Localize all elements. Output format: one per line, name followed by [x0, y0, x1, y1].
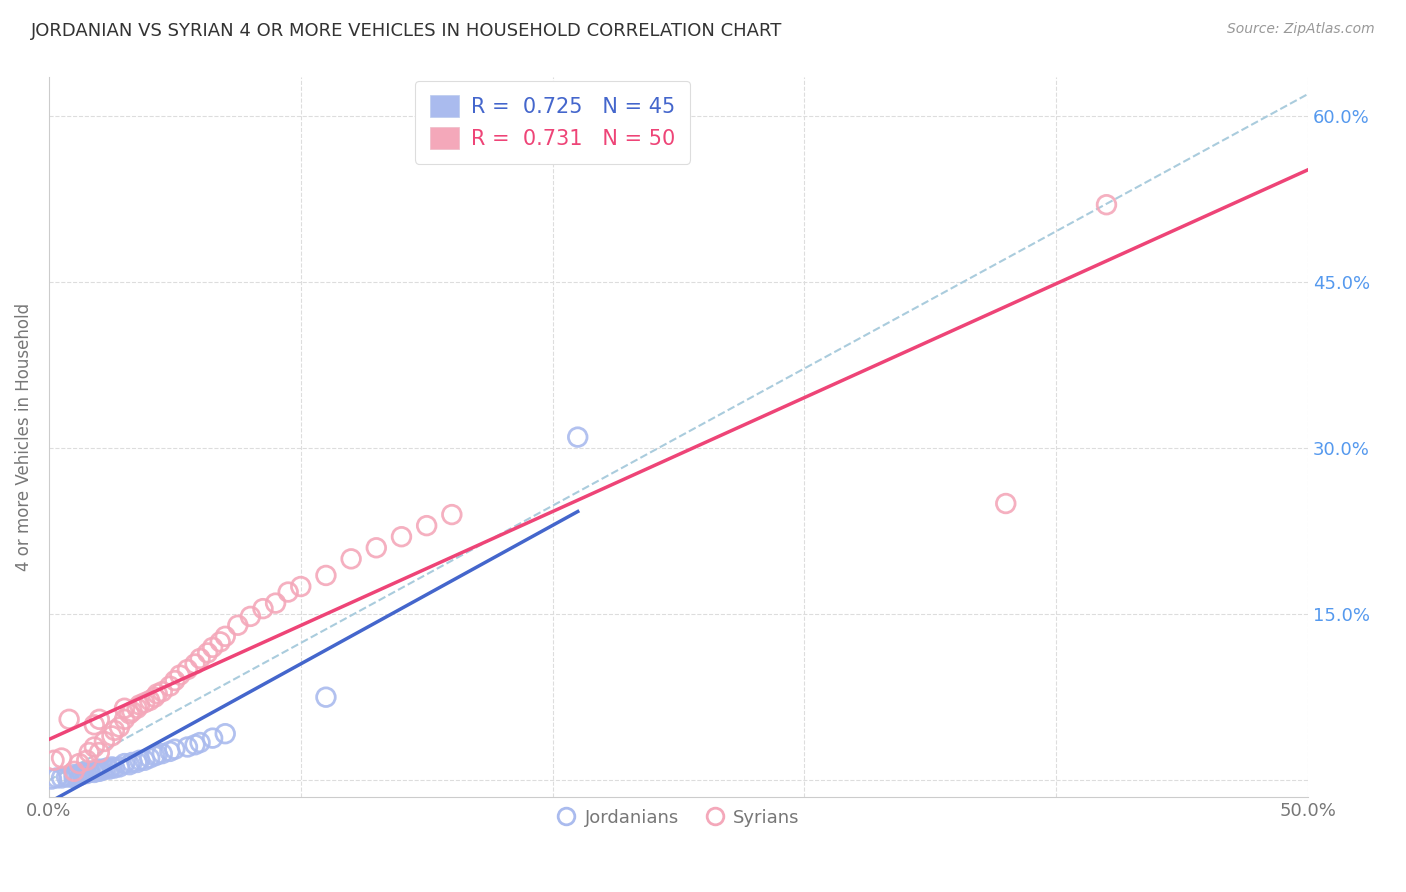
Point [201, 731, 224, 745]
Text: Source: ZipAtlas.com: Source: ZipAtlas.com [1227, 22, 1375, 37]
Point [89, 764, 111, 779]
Point [121, 705, 143, 719]
Legend: Jordanians, Syrians: Jordanians, Syrians [550, 802, 807, 835]
Point [118, 706, 141, 721]
Point [83, 718, 105, 732]
Point [63, 771, 86, 785]
Point [66, 769, 89, 783]
Point [58, 712, 80, 726]
Point [150, 684, 173, 698]
Point [226, 618, 249, 632]
Point [98, 762, 121, 776]
Point [58, 770, 80, 784]
Point [89, 746, 111, 760]
Point [103, 723, 125, 738]
Point [76, 766, 98, 780]
Point [67, 769, 90, 783]
Point [150, 747, 173, 761]
Point [366, 541, 388, 555]
Point [138, 693, 160, 707]
Point [103, 761, 125, 775]
Point [96, 761, 118, 775]
Point [290, 580, 312, 594]
Point [128, 753, 150, 767]
Point [93, 762, 115, 776]
Point [55, 770, 77, 784]
Point [134, 696, 156, 710]
Point [127, 756, 149, 770]
Point [315, 690, 337, 705]
Point [108, 720, 131, 734]
Point [315, 568, 337, 582]
Point [70, 767, 93, 781]
Point [128, 698, 150, 712]
Point [415, 518, 437, 533]
Point [214, 629, 236, 643]
Point [121, 756, 143, 770]
Point [143, 748, 166, 763]
Point [101, 760, 124, 774]
Point [252, 601, 274, 615]
Point [239, 609, 262, 624]
Point [51, 771, 73, 785]
Point [188, 651, 211, 665]
Point [146, 747, 169, 762]
Point [169, 668, 191, 682]
Point [114, 701, 136, 715]
Point [391, 530, 413, 544]
Point [42, 753, 65, 767]
Point [73, 766, 96, 780]
Y-axis label: 4 or more Vehicles in Household: 4 or more Vehicles in Household [15, 303, 32, 571]
Point [134, 753, 156, 767]
Point [264, 596, 287, 610]
Point [1095, 197, 1118, 211]
Point [143, 690, 166, 705]
Point [209, 635, 232, 649]
Point [41, 772, 63, 786]
Point [63, 764, 86, 779]
Point [176, 739, 198, 754]
Point [45, 771, 67, 785]
Point [201, 640, 224, 655]
Point [567, 430, 589, 444]
Point [163, 742, 186, 756]
Point [89, 762, 111, 776]
Point [89, 712, 111, 726]
Point [83, 739, 105, 754]
Point [83, 765, 105, 780]
Point [184, 738, 207, 752]
Point [77, 764, 100, 779]
Point [440, 508, 463, 522]
Point [163, 673, 186, 688]
Point [76, 753, 98, 767]
Text: JORDANIAN VS SYRIAN 4 OR MORE VEHICLES IN HOUSEHOLD CORRELATION CHART: JORDANIAN VS SYRIAN 4 OR MORE VEHICLES I… [31, 22, 782, 40]
Point [176, 663, 198, 677]
Point [146, 687, 169, 701]
Point [77, 765, 100, 780]
Point [188, 735, 211, 749]
Point [90, 763, 112, 777]
Point [994, 496, 1017, 510]
Point [86, 764, 108, 779]
Point [101, 729, 124, 743]
Point [277, 585, 299, 599]
Point [93, 734, 115, 748]
Point [67, 756, 90, 771]
Point [127, 701, 149, 715]
Point [159, 679, 181, 693]
Point [340, 552, 363, 566]
Point [197, 646, 219, 660]
Point [184, 657, 207, 671]
Point [77, 746, 100, 760]
Point [63, 767, 86, 781]
Point [159, 744, 181, 758]
Point [114, 756, 136, 771]
Point [70, 765, 93, 780]
Point [114, 712, 136, 726]
Point [138, 751, 160, 765]
Point [108, 760, 131, 774]
Point [51, 751, 73, 765]
Point [118, 757, 141, 772]
Point [214, 727, 236, 741]
